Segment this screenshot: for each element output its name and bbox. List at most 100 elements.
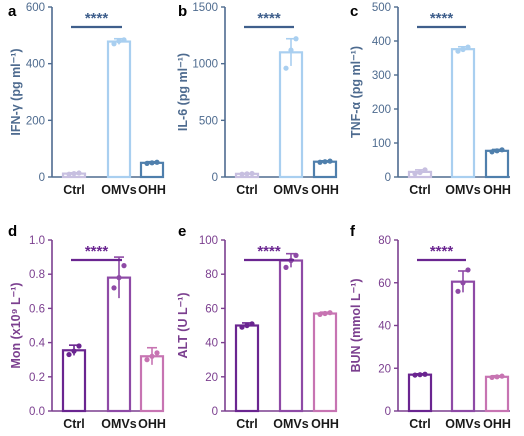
data-point xyxy=(494,374,500,380)
data-point xyxy=(465,267,471,273)
data-point xyxy=(111,41,117,47)
data-point xyxy=(244,171,250,177)
category-label: OHH xyxy=(311,183,339,197)
bar-omvs xyxy=(278,259,304,413)
data-point xyxy=(111,285,117,291)
data-point xyxy=(121,37,127,43)
data-point xyxy=(465,44,471,50)
data-point xyxy=(244,322,250,329)
y-axis-label: TNF-α (pg ml⁻¹) xyxy=(349,46,363,138)
significance-label: **** xyxy=(430,10,454,27)
significance-label: **** xyxy=(257,10,281,27)
y-tick-label: 200 xyxy=(372,104,391,116)
significance-label: **** xyxy=(85,10,109,27)
data-point xyxy=(116,38,122,44)
data-point xyxy=(460,280,466,286)
data-point xyxy=(116,275,122,281)
y-axis-label: IL-6 (pg ml⁻¹) xyxy=(176,53,190,131)
data-point xyxy=(494,148,500,154)
panel-letter: f xyxy=(350,223,356,240)
data-point xyxy=(249,321,255,327)
y-tick-label: 400 xyxy=(372,36,391,48)
data-point xyxy=(317,159,323,165)
data-point xyxy=(293,252,299,258)
panel-f: f 0 20 40 60 80 BUN (mmol L⁻¹) Ctrl OMVs OHH **** xyxy=(349,223,511,431)
panel-b: b 0 500 1000 1500 IL-6 (pg ml⁻¹) Ctrl OMVs OHH **… xyxy=(176,2,339,197)
data-point xyxy=(412,171,418,177)
data-point xyxy=(417,169,423,176)
category-label: OHH xyxy=(483,183,511,197)
panel-e: e 0 20 40 60 80 100 ALT (U L⁻¹) Ctrl OMVs OHH **** xyxy=(176,223,339,431)
y-tick-label: 0 xyxy=(385,172,391,184)
category-label: OHH xyxy=(138,183,166,197)
category-label: OMVs xyxy=(101,183,136,197)
data-point xyxy=(154,350,160,356)
data-point xyxy=(455,48,461,54)
data-point xyxy=(283,65,289,71)
y-tick-label: 1.0 xyxy=(29,235,45,247)
y-tick-label: 20 xyxy=(378,363,391,375)
bar-ohh xyxy=(312,312,338,413)
y-tick-label: 600 xyxy=(26,2,45,14)
data-point xyxy=(293,36,299,42)
bar-ctrl xyxy=(61,349,87,413)
bar-omvs xyxy=(106,40,132,179)
y-tick-label: 40 xyxy=(378,321,391,333)
category-label: OMVs xyxy=(273,183,308,197)
category-label: OHH xyxy=(483,417,511,431)
y-tick-label: 0.2 xyxy=(29,372,45,384)
category-label: Ctrl xyxy=(63,417,85,431)
category-label: Ctrl xyxy=(236,417,258,431)
y-tick-label: 500 xyxy=(372,2,391,14)
data-point xyxy=(499,147,505,153)
y-tick-label: 0.6 xyxy=(29,303,45,315)
data-point xyxy=(322,310,328,317)
y-tick-label: 80 xyxy=(378,235,391,247)
data-point xyxy=(288,47,294,53)
data-point xyxy=(283,264,289,270)
category-label: OMVs xyxy=(101,417,136,431)
data-point xyxy=(71,171,77,177)
data-point xyxy=(239,171,245,177)
data-point xyxy=(249,170,255,177)
panel-letter: a xyxy=(8,3,17,20)
y-tick-label: 60 xyxy=(205,303,218,315)
significance-label: **** xyxy=(430,243,454,260)
data-point xyxy=(327,310,333,316)
data-point xyxy=(317,311,323,317)
y-tick-label: 60 xyxy=(378,278,391,290)
y-axis-label: IFN-γ (pg ml⁻¹) xyxy=(9,48,23,135)
y-axis-label: BUN (mmol L⁻¹) xyxy=(349,278,363,372)
y-tick-label: 0.0 xyxy=(29,406,45,418)
data-point xyxy=(412,372,418,378)
y-tick-label: 400 xyxy=(26,59,45,71)
data-point xyxy=(327,158,333,164)
data-point xyxy=(149,160,155,166)
bar-ohh xyxy=(484,375,510,413)
category-label: OMVs xyxy=(273,417,308,431)
significance-label: **** xyxy=(85,243,109,260)
data-point xyxy=(154,159,160,165)
category-label: OMVs xyxy=(445,183,480,197)
panel-d: d 0.0 0.2 0.4 0.6 0.8 1.0 Mon (x10⁹ L⁻¹) Ctrl OMV… xyxy=(8,223,166,431)
bar-omvs xyxy=(278,51,304,179)
y-axis-label: ALT (U L⁻¹) xyxy=(176,292,190,358)
y-tick-label: 0.4 xyxy=(29,338,46,350)
y-tick-label: 80 xyxy=(205,269,218,281)
y-axis-label: Mon (x10⁹ L⁻¹) xyxy=(9,282,23,368)
y-tick-label: 100 xyxy=(199,235,218,247)
bar-ohh xyxy=(484,149,510,179)
y-tick-label: 300 xyxy=(372,70,391,82)
category-label: Ctrl xyxy=(409,417,431,431)
y-tick-label: 0 xyxy=(212,406,218,418)
data-point xyxy=(489,149,495,155)
data-point xyxy=(489,374,495,381)
bar-ctrl xyxy=(234,324,260,413)
data-point xyxy=(76,343,82,349)
data-point xyxy=(422,371,428,377)
data-point xyxy=(66,351,72,358)
data-point xyxy=(322,159,328,165)
y-tick-label: 0 xyxy=(212,172,218,184)
data-point xyxy=(499,373,505,379)
data-point xyxy=(417,372,423,378)
